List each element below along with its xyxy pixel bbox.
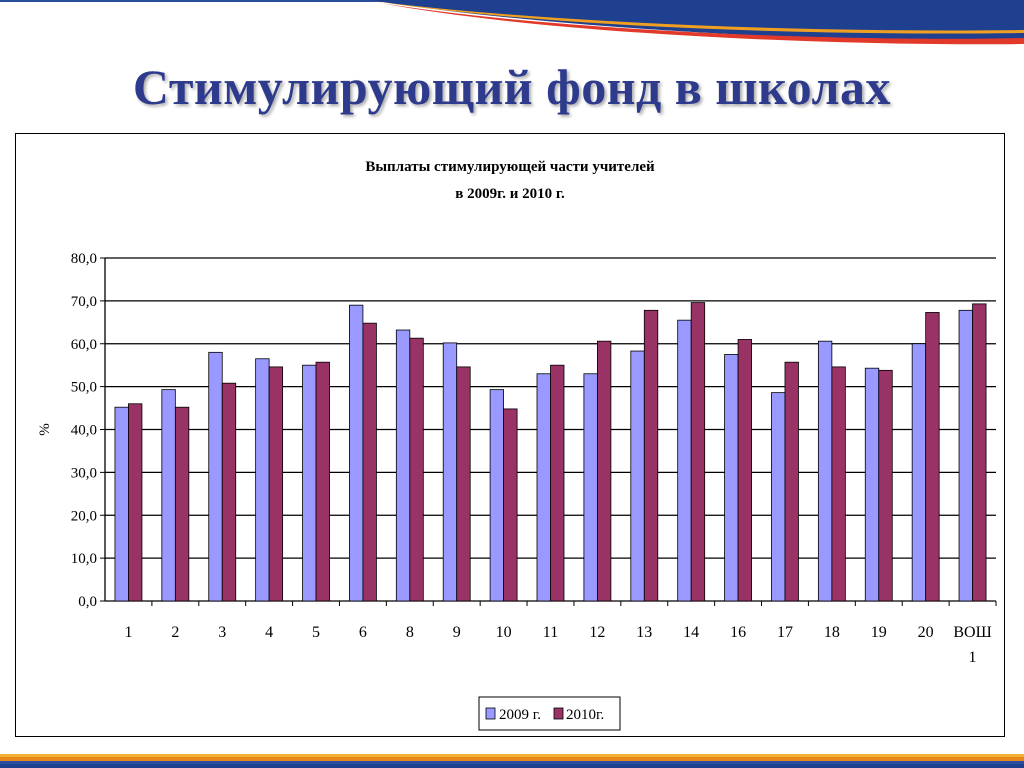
header-swoosh-decoration	[0, 0, 1024, 45]
y-tick-label: 50,0	[71, 380, 97, 396]
x-tick-label: 4	[265, 624, 273, 641]
x-tick-label: 12	[589, 624, 605, 641]
bar-series-1	[771, 392, 786, 602]
legend-swatch-2	[553, 707, 564, 720]
x-tick-label: ВОШ	[953, 624, 991, 641]
bar-series-2	[409, 337, 424, 602]
bar-series-2	[503, 408, 518, 602]
bar-series-2	[643, 309, 659, 602]
x-tick-label: 2	[171, 624, 179, 641]
x-tick-label: 1	[124, 624, 132, 641]
chart-title-line-2: в 2009г. и 2010 г.	[455, 186, 565, 202]
x-tick-label: 10	[496, 624, 512, 641]
bar-series-2	[174, 406, 190, 602]
x-tick-label: 3	[218, 624, 226, 641]
y-tick-label: 30,0	[71, 465, 97, 481]
bar-series-1	[677, 319, 692, 602]
bar-series-2	[456, 366, 471, 602]
bar-series-1	[724, 354, 739, 602]
bar-series-2	[596, 340, 612, 602]
x-tick-label: 1	[969, 649, 977, 666]
x-tick-label: 19	[871, 624, 887, 641]
bar-series-2	[925, 312, 940, 602]
bar-series-1	[208, 351, 223, 602]
x-tick-label: 17	[777, 624, 793, 641]
bar-series-1	[255, 358, 270, 602]
y-tick-label: 60,0	[71, 337, 97, 353]
y-tick-label: 40,0	[71, 423, 97, 439]
bar-series-1	[911, 343, 927, 602]
bar-series-2	[690, 302, 706, 602]
bar-series-1	[161, 389, 176, 602]
y-tick-label: 70,0	[71, 294, 97, 310]
bar-series-2	[784, 361, 799, 602]
bar-series-1	[817, 340, 833, 602]
footer-stripe-decoration	[0, 754, 1024, 768]
legend-box	[478, 696, 621, 731]
bar-series-2	[831, 366, 846, 602]
chart-title: Выплаты стимулирующей части учителей в 2…	[16, 154, 1004, 208]
bar-series-1	[395, 329, 411, 602]
legend-swatch-1	[485, 707, 496, 720]
x-tick-label: 11	[543, 624, 558, 641]
x-tick-label: 5	[312, 624, 320, 641]
bar-series-1	[302, 364, 317, 602]
y-axis-label: %	[37, 423, 53, 436]
bar-series-2	[972, 303, 987, 602]
bar-series-2	[737, 339, 752, 602]
bar-series-1	[114, 406, 129, 602]
y-tick-label: 10,0	[71, 551, 97, 567]
bar-chart: 0,010,020,030,040,050,060,070,080,0%1 2 3 4…	[37, 251, 997, 731]
x-tick-label: 16	[730, 624, 746, 641]
bar-series-1	[630, 350, 645, 602]
bar-series-2	[268, 366, 284, 602]
bar-series-1	[864, 367, 880, 602]
y-tick-label: 80,0	[71, 251, 97, 267]
x-tick-label: 8	[406, 624, 414, 641]
bar-series-2	[221, 382, 237, 602]
x-tick-label: 9	[453, 624, 461, 641]
x-tick-label: 20	[918, 624, 934, 641]
slide-title: Стимулирующий фонд в школах	[132, 59, 892, 115]
bar-series-1	[489, 389, 505, 602]
x-tick-label: 13	[636, 624, 652, 641]
bar-series-1	[349, 304, 364, 602]
bar-series-2	[362, 322, 377, 602]
bar-series-1	[442, 342, 458, 602]
x-tick-label: 18	[824, 624, 840, 641]
legend-label-1: 2009 г.	[499, 707, 541, 723]
y-tick-label: 20,0	[71, 508, 97, 524]
chart-title-line-1: Выплаты стимулирующей части учителей	[365, 159, 655, 175]
chart-frame: Выплаты стимулирующей части учителей в 2…	[15, 133, 1005, 737]
bar-series-1	[583, 373, 598, 602]
x-tick-label: 14	[683, 624, 699, 641]
bar-series-1	[958, 309, 973, 602]
bar-series-2	[878, 369, 893, 602]
bar-series-2	[550, 364, 565, 602]
x-tick-label: 6	[359, 624, 367, 641]
bar-series-2	[315, 361, 330, 602]
bar-series-2	[128, 403, 143, 602]
bar-series-1	[536, 373, 551, 602]
legend-label-2: 2010г.	[566, 707, 604, 723]
y-tick-label: 0,0	[78, 594, 97, 610]
